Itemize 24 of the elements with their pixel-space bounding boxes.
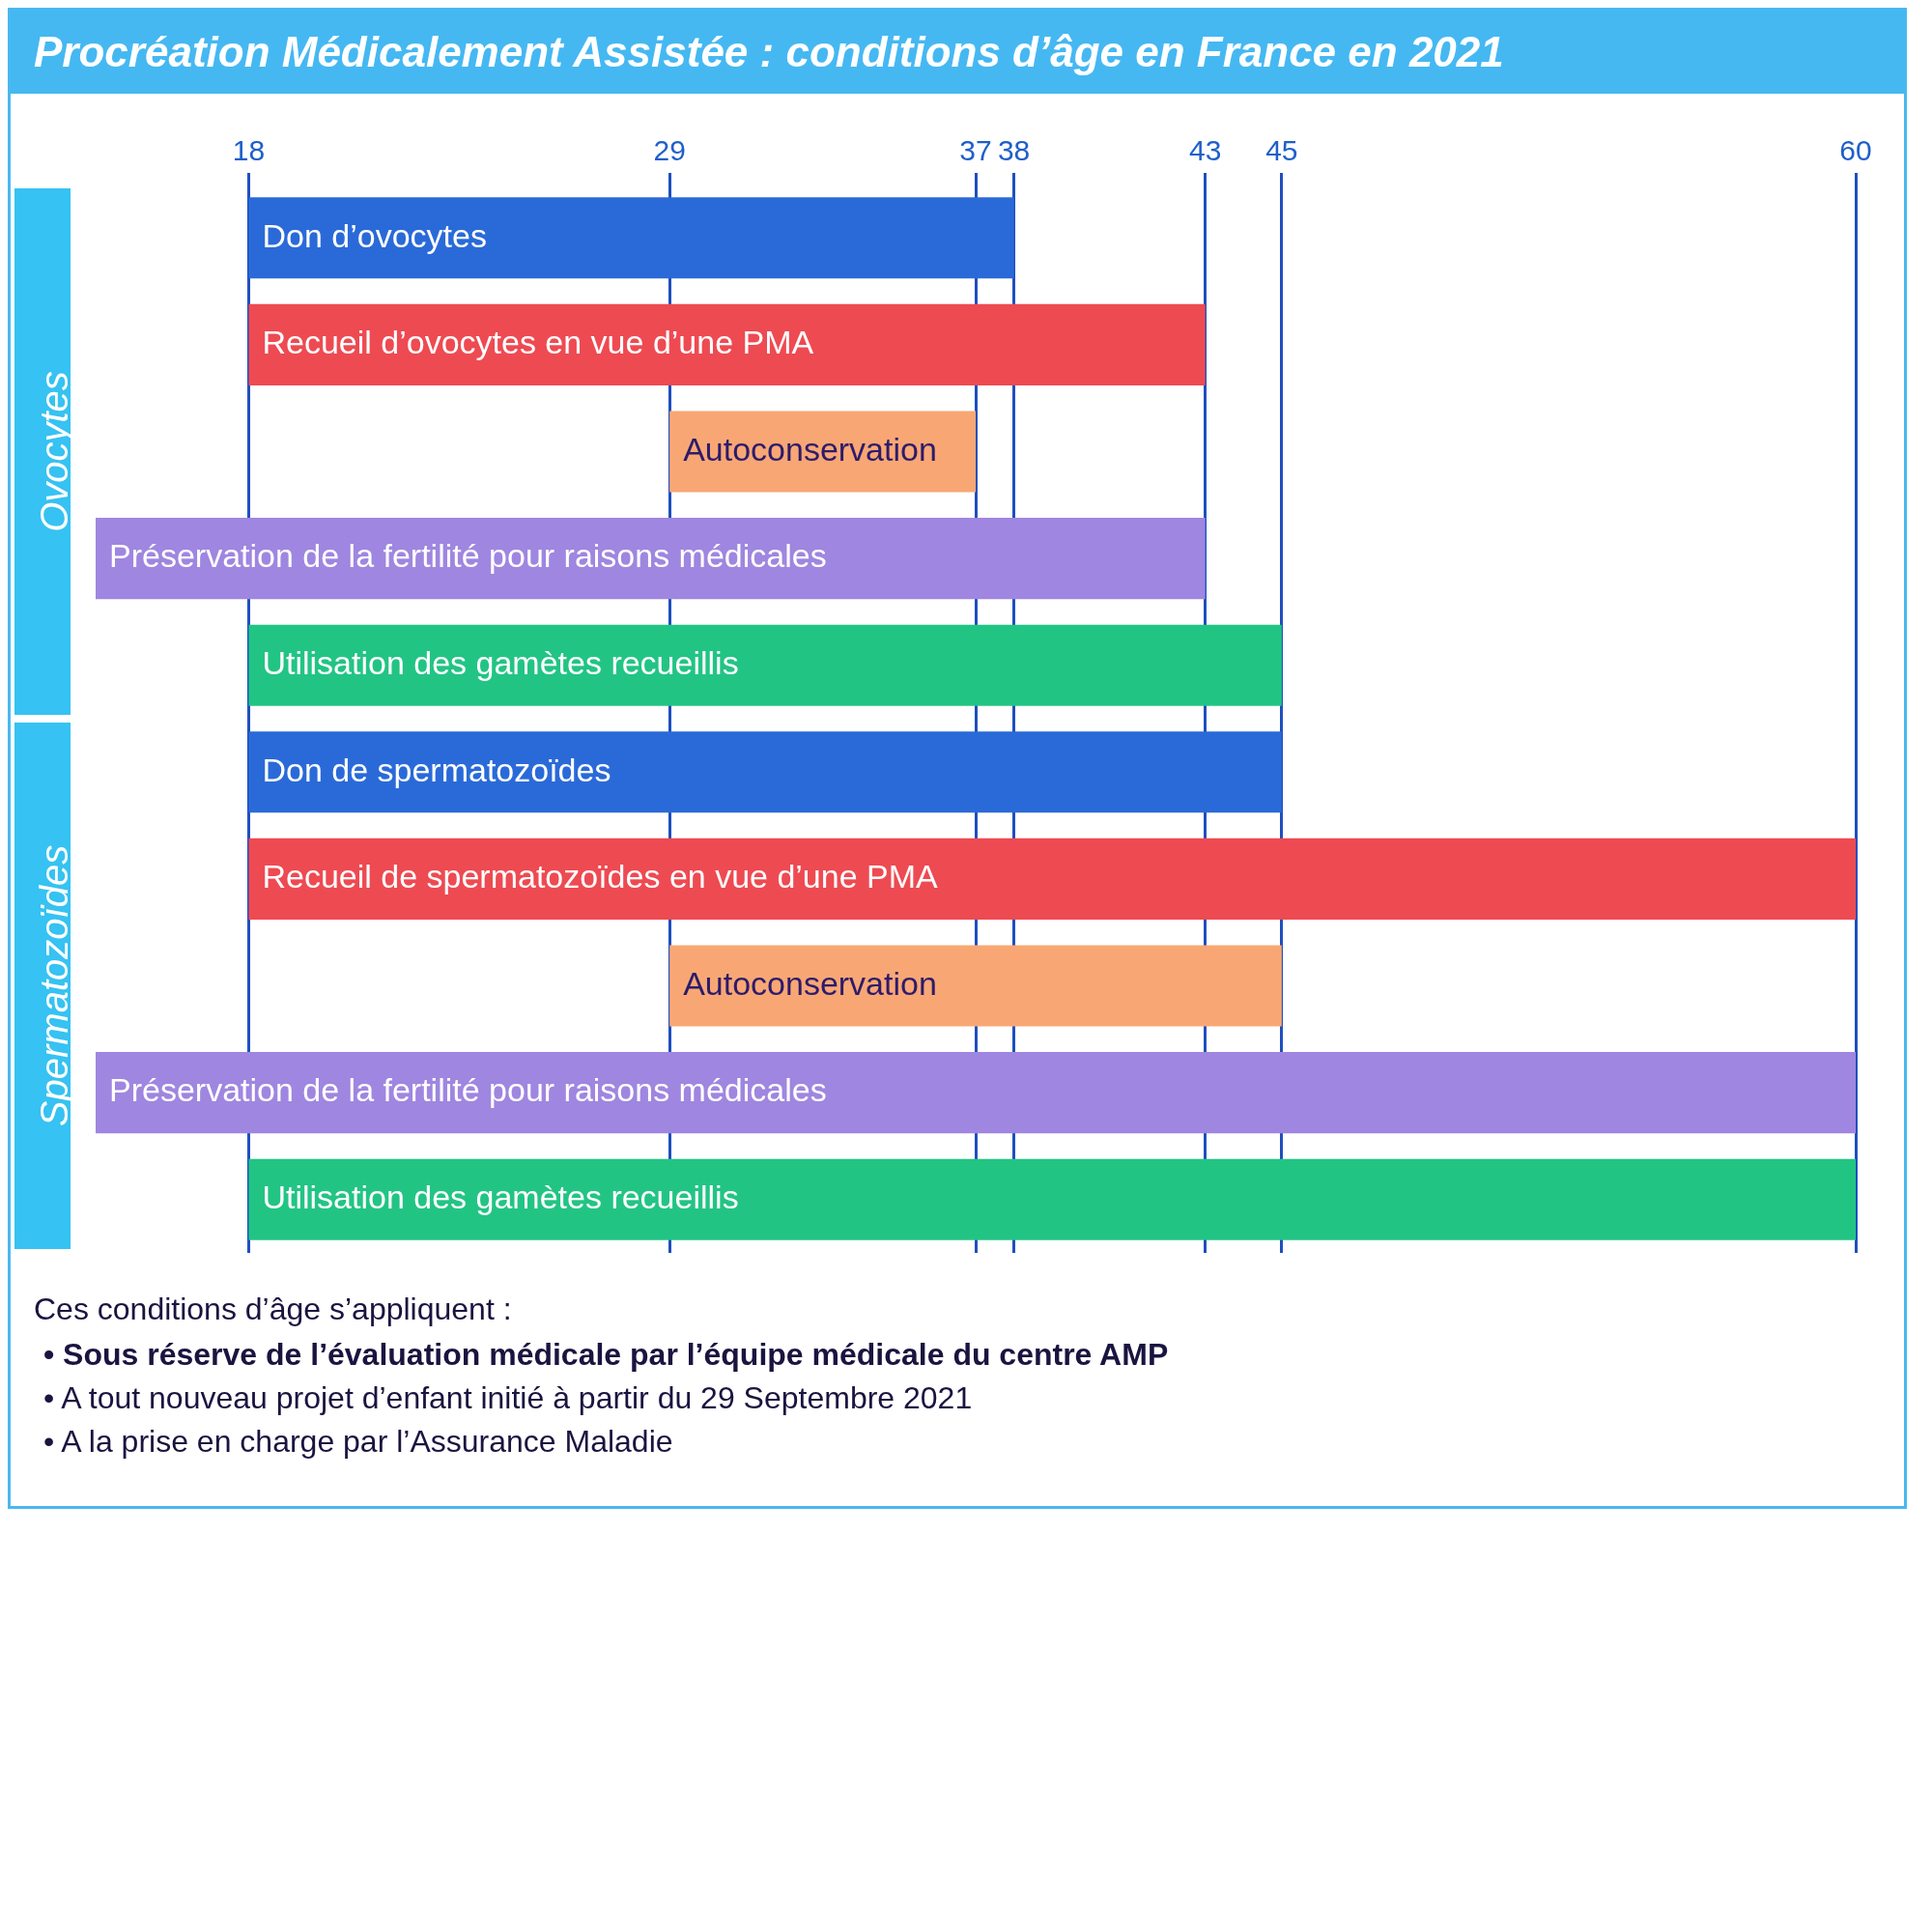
text: • A la prise en charge par l’Assurance Maladie	[43, 1424, 674, 1460]
text: Spermatozoïdes	[33, 844, 76, 1127]
x-tick-label: 29	[653, 134, 686, 167]
y-tick-label: Préservation de la fertilité pour raisons médicales	[109, 1071, 827, 1109]
y-tick-label: Préservation de la fertilité pour raisons médicales	[109, 537, 827, 575]
text: • A tout nouveau projet d’enfant initié à partir du 29 Septembre 2021	[43, 1380, 974, 1416]
x-tick-label: 18	[232, 134, 266, 167]
y-tick-label: Utilisation des gamètes recueillis	[262, 644, 739, 682]
y-tick-label: Recueil de spermatozoïdes en vue d’une PMA	[262, 858, 939, 895]
y-tick-label: Recueil d’ovocytes en vue d’une PMA	[262, 324, 814, 361]
text: Ces conditions d’âge s’appliquent :	[34, 1292, 513, 1327]
x-tick-label: 38	[997, 134, 1031, 167]
text: Ovocytes	[33, 371, 76, 532]
x-tick-label: 37	[959, 134, 992, 167]
y-tick-label: Utilisation des gamètes recueillis	[262, 1179, 739, 1216]
x-tick-label: 45	[1265, 134, 1298, 167]
chart-title: Procréation Médicalement Assistée : conditions d’âge en France en 2021	[11, 11, 1904, 94]
x-tick-label: 60	[1839, 134, 1872, 167]
y-tick-label: Don d’ovocytes	[262, 216, 487, 254]
y-tick-label: Autoconservation	[683, 430, 937, 468]
x-tick-label: 43	[1188, 134, 1222, 167]
y-tick-label: Autoconservation	[683, 964, 937, 1002]
y-tick-label: Don de spermatozoïdes	[262, 751, 611, 788]
text: • Sous réserve de l’évaluation médicale par l’équipe médicale du centre AMP	[43, 1337, 1170, 1373]
